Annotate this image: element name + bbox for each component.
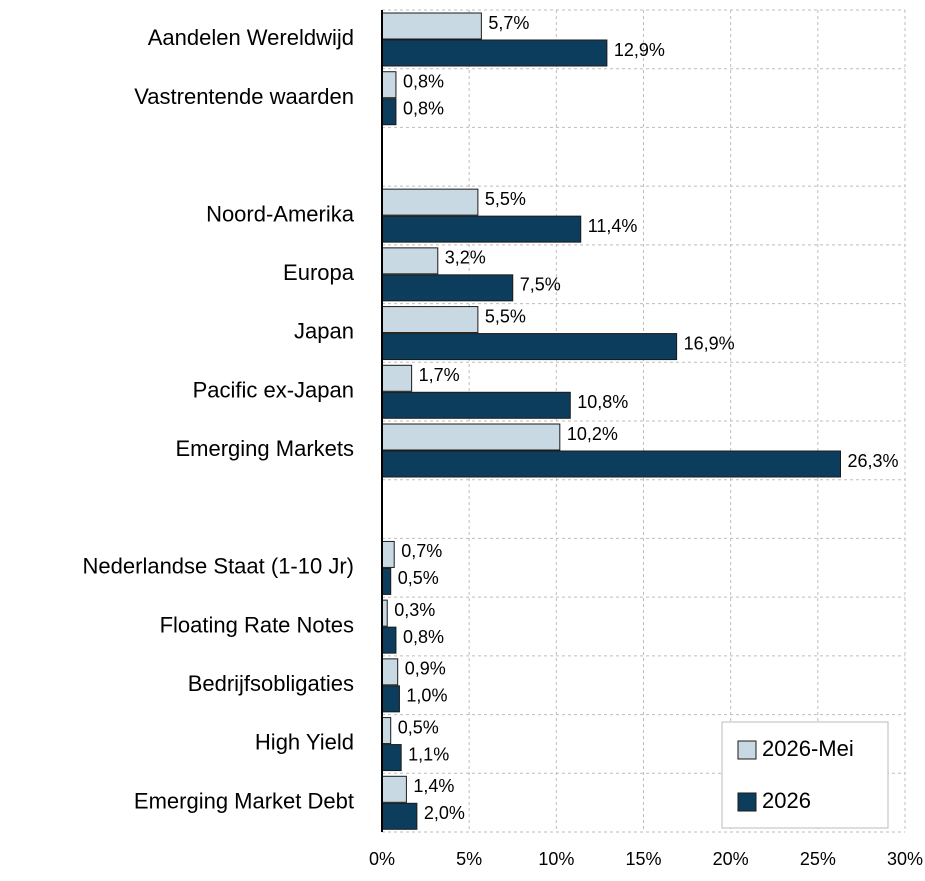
x-tick-label: 5% [456,849,482,869]
x-tick-label: 0% [369,849,395,869]
bar [381,540,395,568]
legend-label: 2026 [762,788,811,813]
x-tick-label: 25% [800,849,836,869]
legend-swatch [737,792,757,812]
category-label: Japan [294,319,354,344]
value-label: 2,0% [424,803,465,823]
bar [381,98,397,126]
category-label: Europa [283,260,355,285]
category-label: High Yield [255,730,354,755]
x-tick-label: 30% [887,849,923,869]
value-label: 26,3% [847,451,898,471]
bar [381,802,418,830]
category-label: Bedrijfsobligaties [188,671,354,696]
value-label: 0,8% [403,71,444,91]
legend-swatch [737,740,757,760]
bar [381,364,413,392]
x-tick-label: 15% [625,849,661,869]
bar [381,306,479,334]
category-label: Floating Rate Notes [160,612,354,637]
category-label: Pacific ex-Japan [193,377,354,402]
bar [381,775,407,803]
value-label: 1,7% [419,365,460,385]
value-label: 10,8% [577,392,628,412]
value-label: 10,2% [567,424,618,444]
value-label: 5,5% [485,306,526,326]
x-tick-label: 20% [713,849,749,869]
x-tick-label: 10% [538,849,574,869]
bar [381,423,561,451]
bar [381,39,608,67]
bar [381,247,439,275]
category-label: Emerging Market Debt [134,788,354,813]
value-label: 12,9% [614,40,665,60]
value-label: 5,7% [488,13,529,33]
value-label: 7,5% [520,275,561,295]
bar [381,188,479,216]
bar [381,744,402,772]
legend-label: 2026-Mei [762,736,854,761]
value-label: 1,1% [408,744,449,764]
value-label: 5,5% [485,189,526,209]
value-label: 0,3% [394,600,435,620]
value-label: 0,7% [401,541,442,561]
category-label: Emerging Markets [175,436,354,461]
bar [381,71,397,99]
bar [381,567,392,595]
value-label: 0,8% [403,98,444,118]
value-label: 3,2% [445,248,486,268]
value-label: 0,5% [398,568,439,588]
category-label: Aandelen Wereldwijd [148,25,354,50]
bar [381,274,514,302]
bar [381,658,399,686]
value-label: 0,8% [403,627,444,647]
bar [381,215,582,243]
bar [381,717,392,745]
bar [381,450,841,478]
value-label: 16,9% [684,333,735,353]
value-label: 0,5% [398,717,439,737]
bar [381,391,571,419]
bar [381,626,397,654]
bar [381,333,678,361]
category-label: Noord-Amerika [206,201,355,226]
category-label: Nederlandse Staat (1-10 Jr) [83,554,354,579]
bar [381,685,400,713]
value-label: 1,4% [413,776,454,796]
value-label: 0,9% [405,659,446,679]
category-label: Vastrentende waarden [134,84,354,109]
value-label: 1,0% [406,686,447,706]
value-label: 11,4% [588,216,638,236]
bar [381,12,482,40]
